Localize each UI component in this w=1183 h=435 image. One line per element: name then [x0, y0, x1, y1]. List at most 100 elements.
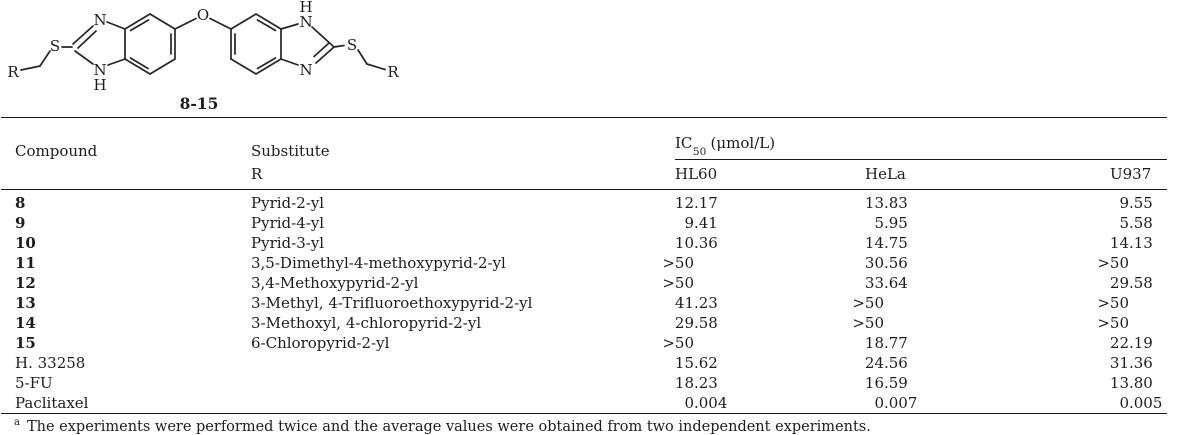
value-cell: >50 — [851, 293, 1096, 313]
hela-column-header: HeLa — [865, 165, 906, 183]
compound-column-header: Compound — [15, 142, 98, 160]
value-int-part: 5 — [874, 214, 884, 232]
substitute-column-header: Substitute — [251, 142, 330, 160]
value-frac-part: .19 — [1129, 334, 1153, 352]
r-group-right-label: R — [387, 63, 399, 81]
compound-structure: R S N N H O H N N S R 8-15 — [2, 0, 1183, 117]
u937-column-header: U937 — [1110, 165, 1152, 183]
value-frac-part: .77 — [884, 334, 908, 352]
value-int-part: 16 — [864, 374, 884, 392]
table-row: 13 3-Methyl, 4-Trifluoroethoxypyrid-2-yl… — [1, 293, 1167, 313]
sulfur-left-label: S — [50, 37, 60, 55]
table-row: 5-FU 18.23 16.59 13.80 — [1, 373, 1167, 393]
sulfur-right-label: S — [347, 36, 357, 54]
value-int-part: 12 — [674, 194, 694, 212]
value-cell: 33.64 — [851, 273, 1096, 293]
value-int-part: 14 — [1109, 234, 1129, 252]
value-frac-part: .58 — [694, 314, 718, 332]
compound-cell: 12 — [15, 274, 36, 292]
ic50-subscript: 50 — [692, 146, 707, 158]
table-row: 11 3,5-Dimethyl-4-methoxypyrid-2-yl >50 … — [1, 253, 1167, 273]
value-int-part: 0 — [684, 394, 694, 412]
value-int-part: 14 — [864, 234, 884, 252]
value-int-part: >50 — [662, 274, 694, 292]
hydrogen-top-right-label: H — [299, 1, 312, 16]
compound-cell: 13 — [15, 294, 36, 312]
value-frac-part: .36 — [1129, 354, 1153, 372]
structure-atom-labels: R S N N H O H N N S R 8-15 — [7, 0, 399, 113]
compound-range-label: 8-15 — [180, 94, 219, 113]
structure-bonds — [20, 13, 386, 75]
footnote-text: The experiments were performed twice and… — [26, 419, 871, 435]
value-frac-part: .41 — [694, 214, 718, 232]
header-row-2: R HL60 HeLa U937 — [1, 160, 1168, 190]
value-cell: 5.58 — [1096, 213, 1167, 233]
value-frac-part: .58 — [1129, 214, 1153, 232]
value-frac-part: .004 — [694, 394, 728, 412]
substitute-cell: Pyrid-2-yl — [251, 194, 325, 212]
value-cell: 14.75 — [851, 233, 1096, 253]
value-frac-part: .95 — [884, 214, 908, 232]
value-cell: 9.41 — [661, 213, 851, 233]
substitute-cell — [245, 353, 661, 373]
value-int-part: 0 — [1119, 394, 1129, 412]
value-cell: >50 — [661, 253, 851, 273]
value-cell: 30.56 — [851, 253, 1096, 273]
substitute-cell: 3-Methyl, 4-Trifluoroethoxypyrid-2-yl — [251, 294, 533, 312]
substitute-cell: 3-Methoxyl, 4-chloropyrid-2-yl — [251, 314, 482, 332]
value-int-part: 9 — [684, 214, 694, 232]
value-frac-part: .17 — [694, 194, 718, 212]
structure-svg: R S N N H O H N N S R 8-15 — [7, 0, 399, 113]
value-int-part: 10 — [674, 234, 694, 252]
hl60-column-header: HL60 — [675, 165, 718, 183]
compound-cell: H. 33258 — [15, 354, 86, 372]
value-cell: 0.004 — [661, 393, 851, 414]
substitute-cell: 6-Chloropyrid-2-yl — [251, 334, 390, 352]
compound-cell: 11 — [15, 254, 36, 272]
value-int-part: >50 — [662, 334, 694, 352]
nitrogen-bottom-left-label: N — [93, 61, 106, 79]
value-cell: 15.62 — [661, 353, 851, 373]
nitrogen-bottom-right-label: N — [299, 61, 312, 79]
compound-cell: 8 — [15, 194, 26, 212]
empty-header-cell — [1, 160, 245, 190]
value-int-part: >50 — [1097, 294, 1129, 312]
value-cell: 13.83 — [851, 190, 1096, 214]
value-cell: 29.58 — [1096, 273, 1167, 293]
value-frac-part: .59 — [884, 374, 908, 392]
value-cell: 29.58 — [661, 313, 851, 333]
nitrogen-top-right-label: N — [299, 13, 312, 31]
value-cell: 10.36 — [661, 233, 851, 253]
value-int-part: >50 — [852, 294, 884, 312]
substitute-cell: 3,4-Methoxypyrid-2-yl — [251, 274, 419, 292]
value-int-part: 13 — [1109, 374, 1129, 392]
compound-cell: 5-FU — [15, 374, 53, 392]
value-int-part: >50 — [852, 314, 884, 332]
value-int-part: >50 — [662, 254, 694, 272]
value-cell: >50 — [1096, 253, 1167, 273]
value-cell: 31.36 — [1096, 353, 1167, 373]
table-row: H. 33258 15.62 24.56 31.36 — [1, 353, 1167, 373]
substitute-cell — [245, 393, 661, 414]
table-row: 9 Pyrid-4-yl 9.41 5.95 5.58 — [1, 213, 1167, 233]
value-int-part: 22 — [1109, 334, 1129, 352]
value-frac-part: .83 — [884, 194, 908, 212]
value-int-part: 15 — [674, 354, 694, 372]
value-frac-part: .23 — [694, 294, 718, 312]
value-cell: 9.55 — [1096, 190, 1167, 214]
substitute-cell: Pyrid-4-yl — [251, 214, 325, 232]
value-int-part: 18 — [864, 334, 884, 352]
ic50-table: Compound Substitute IC50 (μmol/L) R HL60… — [1, 117, 1168, 414]
r-group-left-label: R — [7, 63, 19, 81]
value-cell: 41.23 — [661, 293, 851, 313]
value-frac-part: .13 — [1129, 234, 1153, 252]
value-int-part: 18 — [674, 374, 694, 392]
value-int-part: 24 — [864, 354, 884, 372]
substitute-cell: Pyrid-3-yl — [251, 234, 325, 252]
value-cell: 24.56 — [851, 353, 1096, 373]
value-int-part: 13 — [864, 194, 884, 212]
value-cell: 0.007 — [851, 393, 1096, 414]
value-int-part: 5 — [1119, 214, 1129, 232]
ic50-group-header: IC50 (μmol/L) — [661, 118, 1168, 160]
value-frac-part: .55 — [1129, 194, 1153, 212]
